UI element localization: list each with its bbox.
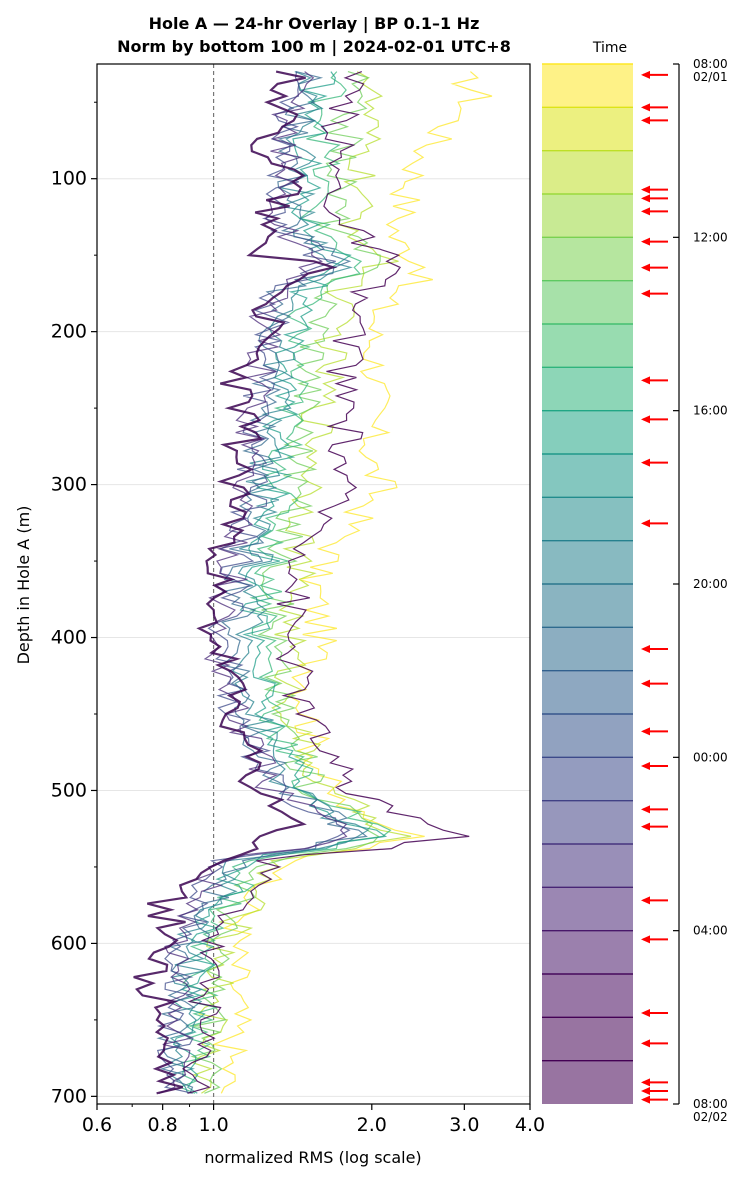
x-tick-label: 4.0 (515, 1114, 545, 1136)
arrow-head (641, 1039, 650, 1048)
colorbar-band (542, 800, 633, 844)
series-line (156, 71, 368, 1094)
colorbar-tick-sublabel: 02/01 (693, 70, 728, 84)
y-tick-label: 300 (51, 474, 87, 496)
colorbar-band (542, 757, 633, 801)
colorbar-band (542, 194, 633, 238)
series-line (172, 71, 388, 1094)
colorbar (542, 63, 633, 1104)
x-tick-label: 1.0 (198, 1114, 228, 1136)
arrow-head (641, 194, 650, 203)
colorbar-band (542, 64, 633, 108)
arrow-head (641, 935, 650, 944)
colorbar-label: Time (592, 40, 627, 56)
arrow-head (641, 237, 650, 246)
colorbar-tick-label: 00:00 (693, 750, 728, 764)
colorbar-tick-sublabel: 02/02 (693, 1110, 728, 1124)
plot-area (96, 63, 531, 1105)
y-axis: 100 200 300 400 500 600 700 (51, 101, 97, 1107)
series-line (158, 71, 348, 1094)
arrow-head (641, 822, 650, 831)
colorbar-band (542, 497, 633, 541)
arrow-head (641, 263, 650, 272)
colorbar-tick-label: 16:00 (693, 404, 728, 418)
y-tick-label: 500 (51, 779, 87, 801)
colorbar-tick-label: 04:00 (693, 924, 728, 938)
colorbar-band (542, 887, 633, 931)
series-line (133, 70, 338, 1095)
colorbar-tick-label: 12:00 (693, 230, 728, 244)
colorbar-band (542, 844, 633, 888)
x-tick-label: 2.0 (357, 1114, 387, 1136)
series-line (181, 71, 470, 1094)
colorbar-band (542, 670, 633, 714)
arrow-head (641, 415, 650, 424)
arrow-head (641, 1087, 650, 1095)
arrow-head (641, 645, 650, 653)
colorbar-band (542, 237, 633, 281)
plot-frame (96, 63, 531, 1105)
arrow-head (641, 805, 650, 814)
colorbar-tick-label: 20:00 (693, 577, 728, 591)
colorbar-arrows (641, 70, 668, 1104)
chart-subtitle: Norm by bottom 100 m | 2024-02-01 UTC+8 (117, 37, 511, 57)
arrow-head (641, 70, 650, 79)
colorbar-band (542, 584, 633, 628)
y-axis-label: Depth in Hole A (m) (14, 506, 33, 665)
arrow-head (641, 1009, 650, 1017)
chart-title: Hole A — 24-hr Overlay | BP 0.1–1 Hz (149, 14, 480, 34)
series-line (191, 71, 412, 1094)
series-line (168, 71, 370, 1094)
series-line (156, 71, 351, 1094)
colorbar-band (542, 454, 633, 498)
arrow-head (641, 896, 650, 905)
arrow-head (641, 1078, 650, 1087)
arrow-head (641, 103, 650, 112)
colorbar-ticks: 08:0002/0112:0016:0020:0000:0004:0008:00… (673, 57, 728, 1124)
colorbar-band (542, 714, 633, 758)
colorbar-band (542, 410, 633, 454)
arrow-head (641, 458, 650, 467)
y-tick-label: 600 (51, 932, 87, 954)
arrow-head (641, 185, 650, 194)
colorbar-tick-label: 08:00 (693, 1097, 728, 1111)
arrow-head (641, 116, 650, 125)
y-tick-label: 200 (51, 321, 87, 343)
arrow-head (641, 1095, 650, 1104)
x-axis: 0.6 0.8 1.0 2.0 3.0 4.0 (82, 1104, 545, 1136)
colorbar-band (542, 540, 633, 584)
x-axis-label: normalized RMS (log scale) (204, 1148, 421, 1167)
arrow-head (641, 519, 650, 528)
x-tick-label: 3.0 (449, 1114, 479, 1136)
series-line (190, 71, 381, 1094)
colorbar-band (542, 150, 633, 194)
x-tick-label: 0.6 (82, 1114, 112, 1136)
y-tick-label: 100 (51, 168, 87, 190)
y-tick-label: 400 (51, 627, 87, 649)
colorbar-band (542, 930, 633, 974)
colorbar-band (542, 627, 633, 671)
arrow-head (641, 376, 650, 385)
arrow-head (641, 727, 650, 736)
arrow-head (641, 679, 650, 688)
colorbar-band (542, 324, 633, 368)
x-tick-label: 0.8 (148, 1114, 178, 1136)
y-tick-label: 700 (51, 1085, 87, 1107)
colorbar-band (542, 974, 633, 1018)
colorbar-tick-label: 08:00 (693, 57, 728, 71)
colorbar-band (542, 280, 633, 324)
series-line (211, 71, 493, 1094)
arrow-head (641, 207, 650, 216)
colorbar-band (542, 367, 633, 411)
arrow-head (641, 762, 650, 770)
series-line (178, 71, 392, 1094)
colorbar-band (542, 1060, 633, 1104)
colorbar-band (542, 107, 633, 151)
arrow-head (641, 289, 650, 298)
colorbar-band (542, 1017, 633, 1061)
